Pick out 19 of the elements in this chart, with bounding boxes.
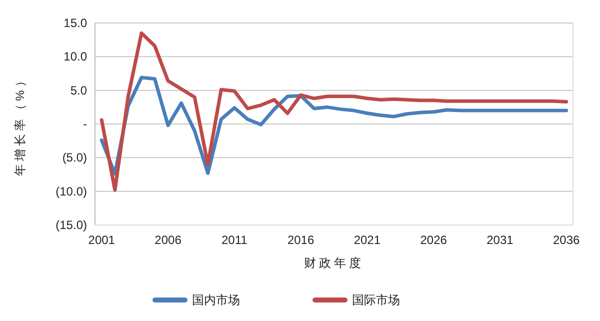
x-tick-label: 2011 bbox=[222, 233, 248, 247]
legend-label: 国内市场 bbox=[192, 293, 240, 307]
x-tick-label: 2021 bbox=[354, 233, 381, 247]
x-tick-label: 2031 bbox=[486, 233, 514, 247]
y-tick-label: 10.0 bbox=[64, 50, 88, 64]
x-tick-label: 2026 bbox=[420, 233, 448, 247]
x-tick-label: 2016 bbox=[287, 233, 314, 247]
x-tick-label: 2036 bbox=[553, 233, 580, 247]
y-tick-label: (15.0) bbox=[56, 218, 87, 232]
y-tick-label: 15.0 bbox=[64, 16, 88, 30]
y-tick-label: (5.0) bbox=[62, 150, 87, 165]
legend-label: 国际市场 bbox=[352, 293, 400, 307]
y-tick-label: (10.0) bbox=[56, 184, 87, 198]
x-tick-label: 2001 bbox=[88, 233, 116, 247]
x-axis-title: 财政年度 bbox=[304, 256, 364, 270]
y-axis-title: 年增长率（%） bbox=[13, 72, 27, 176]
x-tick-label: 2006 bbox=[154, 233, 182, 247]
y-tick-label: 5.0 bbox=[70, 83, 88, 98]
y-tick-label: - bbox=[83, 117, 87, 131]
